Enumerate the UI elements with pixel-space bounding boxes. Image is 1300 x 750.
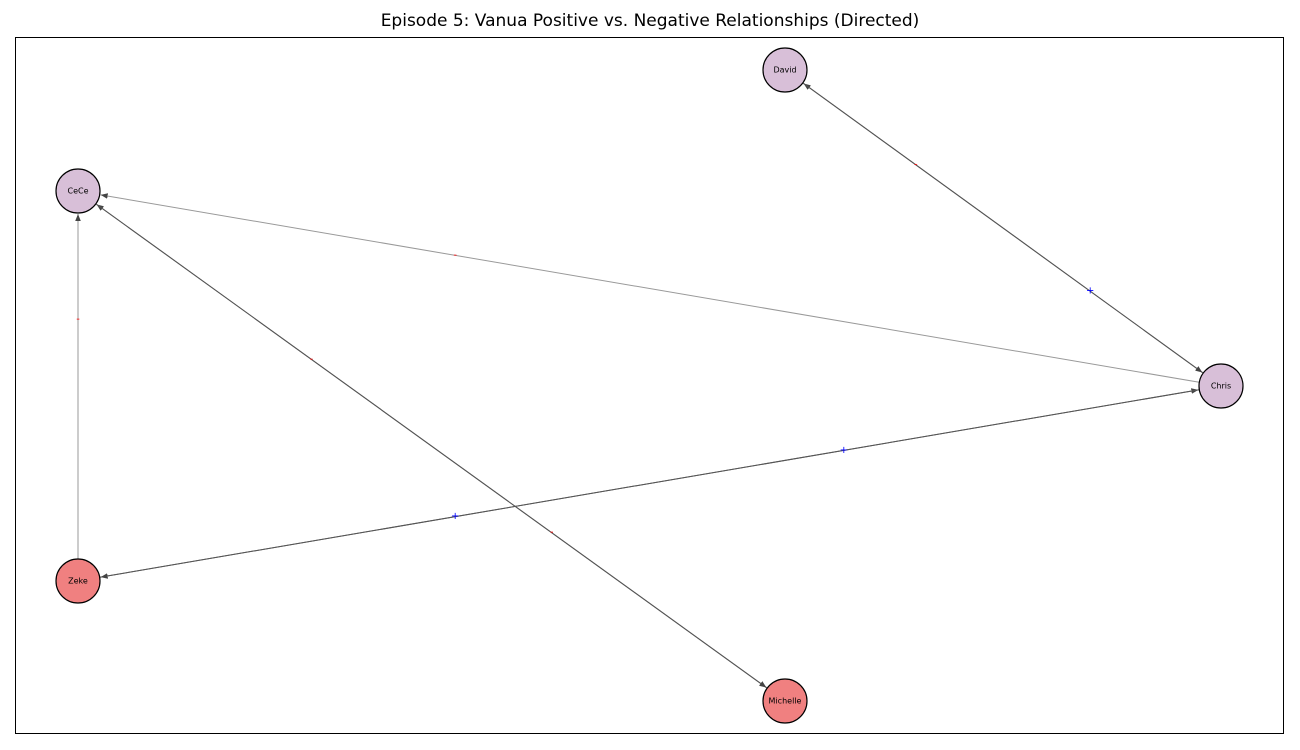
edge-label-david-to-chris: +: [1086, 286, 1094, 297]
edge-label-zeke-to-cece: -: [76, 314, 80, 325]
node-label-chris: Chris: [1211, 382, 1231, 391]
edge-label-chris-to-cece: -: [453, 250, 457, 261]
node-circle-michelle: [762, 678, 808, 724]
edge-chris-to-cece: [100, 193, 1200, 383]
edge-label-michelle-to-cece: -: [310, 354, 314, 365]
edge-cece-to-michelle: [95, 203, 767, 688]
edge-chris-to-zeke: [100, 389, 1200, 579]
node-label-zeke: Zeke: [68, 577, 88, 586]
node-circle-david: [762, 47, 808, 93]
edge-label-cece-to-michelle: -: [550, 527, 554, 538]
edge-david-to-chris: [802, 82, 1203, 373]
node-circle-zeke: [55, 558, 101, 604]
edges-layer: [75, 82, 1204, 689]
node-zeke: Zeke: [55, 558, 101, 604]
edge-label-zeke-to-chris: +: [840, 445, 848, 456]
node-michelle: Michelle: [762, 678, 808, 724]
node-label-david: David: [773, 66, 796, 75]
plot-frame: [15, 37, 1284, 734]
edge-labels-layer: - + - + + - - -: [76, 159, 1094, 538]
node-label-cece: CeCe: [67, 187, 88, 196]
node-cece: CeCe: [55, 168, 101, 214]
node-chris: Chris: [1198, 363, 1244, 409]
nodes-layer: David CeCe Chris Zeke Michelle: [55, 47, 1244, 724]
edge-label-chris-to-david: -: [914, 159, 918, 170]
node-label-michelle: Michelle: [769, 697, 802, 706]
node-circle-cece: [55, 168, 101, 214]
edge-label-chris-to-zeke: +: [451, 511, 459, 522]
node-circle-chris: [1198, 363, 1244, 409]
node-david: David: [762, 47, 808, 93]
chart-title: Episode 5: Vanua Positive vs. Negative R…: [380, 11, 920, 31]
